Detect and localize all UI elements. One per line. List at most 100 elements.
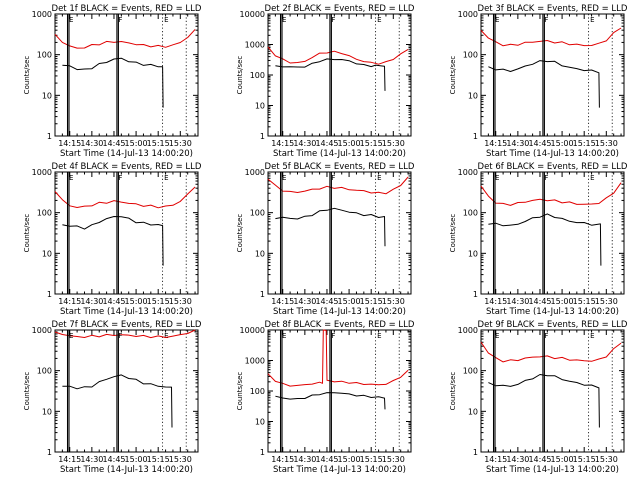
events-series-line: [62, 57, 164, 108]
x-tick-label: 14:30: [80, 297, 103, 306]
y-tick-label: 1: [260, 132, 265, 141]
x-tick-label: 15:30: [169, 139, 192, 148]
x-tick-label: 14:15: [271, 455, 294, 464]
x-tick-label: 15:30: [169, 297, 192, 306]
x-tick-label: 14:30: [80, 139, 103, 148]
events-series-line: [488, 213, 602, 266]
events-series-line: [488, 60, 600, 108]
x-tick-label: 14:45: [315, 139, 338, 148]
y-tick-label: 1000: [32, 168, 52, 177]
y-tick-label: 100: [250, 387, 265, 396]
marker-label: F: [331, 174, 335, 182]
x-tick-label: 14:45: [102, 455, 125, 464]
y-tick-label: 100: [463, 367, 478, 376]
x-tick-label: 14:15: [271, 139, 294, 148]
y-tick-label: 1: [260, 448, 265, 457]
lld-series-line: [267, 329, 409, 387]
y-tick-label: 1: [473, 290, 478, 299]
y-tick-label: 100: [37, 367, 52, 376]
x-tick-label: 15:15: [147, 139, 170, 148]
detector-panel: Det 4f BLACK = Events, RED = LLD Counts/s…: [23, 162, 202, 317]
marker-label: E: [495, 332, 499, 340]
y-tick-label: 10: [42, 91, 52, 100]
y-tick-label: 1: [473, 448, 478, 457]
y-tick-label: 1000: [458, 326, 478, 335]
detector-panel: Det 5f BLACK = Events, RED = LLD Counts/s…: [236, 162, 415, 317]
y-tick-label: 100: [463, 209, 478, 218]
y-tick-label: 10: [468, 407, 478, 416]
panel-title: Det 1f BLACK = Events, RED = LLD: [52, 4, 202, 14]
marker-label: E: [164, 16, 168, 24]
marker-label: F: [544, 174, 548, 182]
y-tick-label: 10: [255, 102, 265, 111]
y-tick-label: 1: [47, 290, 52, 299]
marker-label: E: [590, 332, 594, 340]
x-tick-label: 15:30: [595, 297, 618, 306]
x-tick-label: 15:15: [360, 297, 383, 306]
x-tick-label: 15:00: [125, 455, 148, 464]
x-tick-label: 14:30: [506, 139, 529, 148]
x-axis-label: Start Time (14-Jul-13 14:00:20): [273, 149, 406, 159]
y-tick-label: 1: [260, 290, 265, 299]
y-tick-label: 10: [468, 91, 478, 100]
y-tick-label: 100: [37, 209, 52, 218]
lld-series-line: [480, 341, 622, 363]
plot-frame: [54, 13, 199, 137]
marker-label: E: [590, 174, 594, 182]
y-tick-label: 10000: [240, 326, 265, 335]
x-tick-label: 15:00: [125, 297, 148, 306]
marker-label: E: [69, 174, 73, 182]
marker-label: E: [164, 174, 168, 182]
x-tick-label: 14:15: [484, 297, 507, 306]
x-tick-label: 14:15: [58, 455, 81, 464]
x-tick-label: 14:15: [58, 139, 81, 148]
lld-series-line: [54, 29, 196, 49]
x-tick-label: 14:30: [293, 297, 316, 306]
events-series-line: [488, 374, 600, 428]
detector-panel: Det 7f BLACK = Events, RED = LLD Counts/s…: [23, 320, 202, 475]
y-axis-label: Counts/sec: [449, 214, 457, 253]
events-series-line: [275, 392, 386, 410]
x-tick-label: 15:30: [382, 297, 405, 306]
events-series-line: [275, 58, 386, 91]
panel-title: Det 3f BLACK = Events, RED = LLD: [478, 4, 628, 14]
x-tick-label: 15:00: [338, 139, 361, 148]
x-axis-label: Start Time (14-Jul-13 14:00:20): [60, 307, 193, 317]
marker-label: E: [377, 332, 381, 340]
y-axis-label: Counts/sec: [236, 214, 244, 253]
marker-label: E: [282, 332, 286, 340]
y-tick-label: 10: [468, 249, 478, 258]
x-tick-label: 15:00: [338, 455, 361, 464]
x-tick-label: 15:30: [595, 139, 618, 148]
plot-frame: [54, 171, 199, 295]
x-tick-label: 14:30: [506, 297, 529, 306]
lld-series-line: [480, 182, 622, 206]
x-tick-label: 14:45: [315, 455, 338, 464]
x-tick-label: 14:15: [484, 139, 507, 148]
panel-title: Det 5f BLACK = Events, RED = LLD: [265, 162, 415, 172]
x-tick-label: 14:45: [528, 139, 551, 148]
x-tick-label: 15:00: [551, 297, 574, 306]
y-tick-label: 1000: [32, 10, 52, 19]
x-axis-label: Start Time (14-Jul-13 14:00:20): [486, 465, 619, 475]
x-tick-label: 15:30: [169, 455, 192, 464]
y-axis-label: Counts/sec: [449, 56, 457, 95]
marker-label: F: [118, 332, 122, 340]
y-tick-label: 100: [463, 51, 478, 60]
y-axis-label: Counts/sec: [236, 372, 244, 411]
marker-label: E: [377, 174, 381, 182]
detector-panel: Det 1f BLACK = Events, RED = LLD Counts/s…: [23, 4, 202, 159]
x-axis-label: Start Time (14-Jul-13 14:00:20): [486, 307, 619, 317]
marker-label: E: [69, 16, 73, 24]
x-tick-label: 14:45: [102, 297, 125, 306]
y-tick-label: 10000: [240, 10, 265, 19]
panel-title: Det 2f BLACK = Events, RED = LLD: [265, 4, 415, 14]
x-tick-label: 15:00: [125, 139, 148, 148]
marker-label: E: [495, 16, 499, 24]
x-axis-label: Start Time (14-Jul-13 14:00:20): [60, 149, 193, 159]
detector-panel: Det 2f BLACK = Events, RED = LLD Counts/s…: [236, 4, 415, 159]
y-tick-label: 100: [250, 71, 265, 80]
x-tick-label: 14:30: [80, 455, 103, 464]
y-axis-label: Counts/sec: [23, 56, 31, 95]
